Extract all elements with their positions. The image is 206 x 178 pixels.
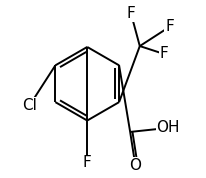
Text: Cl: Cl [22,98,37,113]
Text: F: F [83,155,92,171]
Text: OH: OH [156,120,180,135]
Text: O: O [129,158,141,173]
Text: F: F [160,46,168,61]
Text: F: F [165,19,174,34]
Text: F: F [127,6,135,21]
